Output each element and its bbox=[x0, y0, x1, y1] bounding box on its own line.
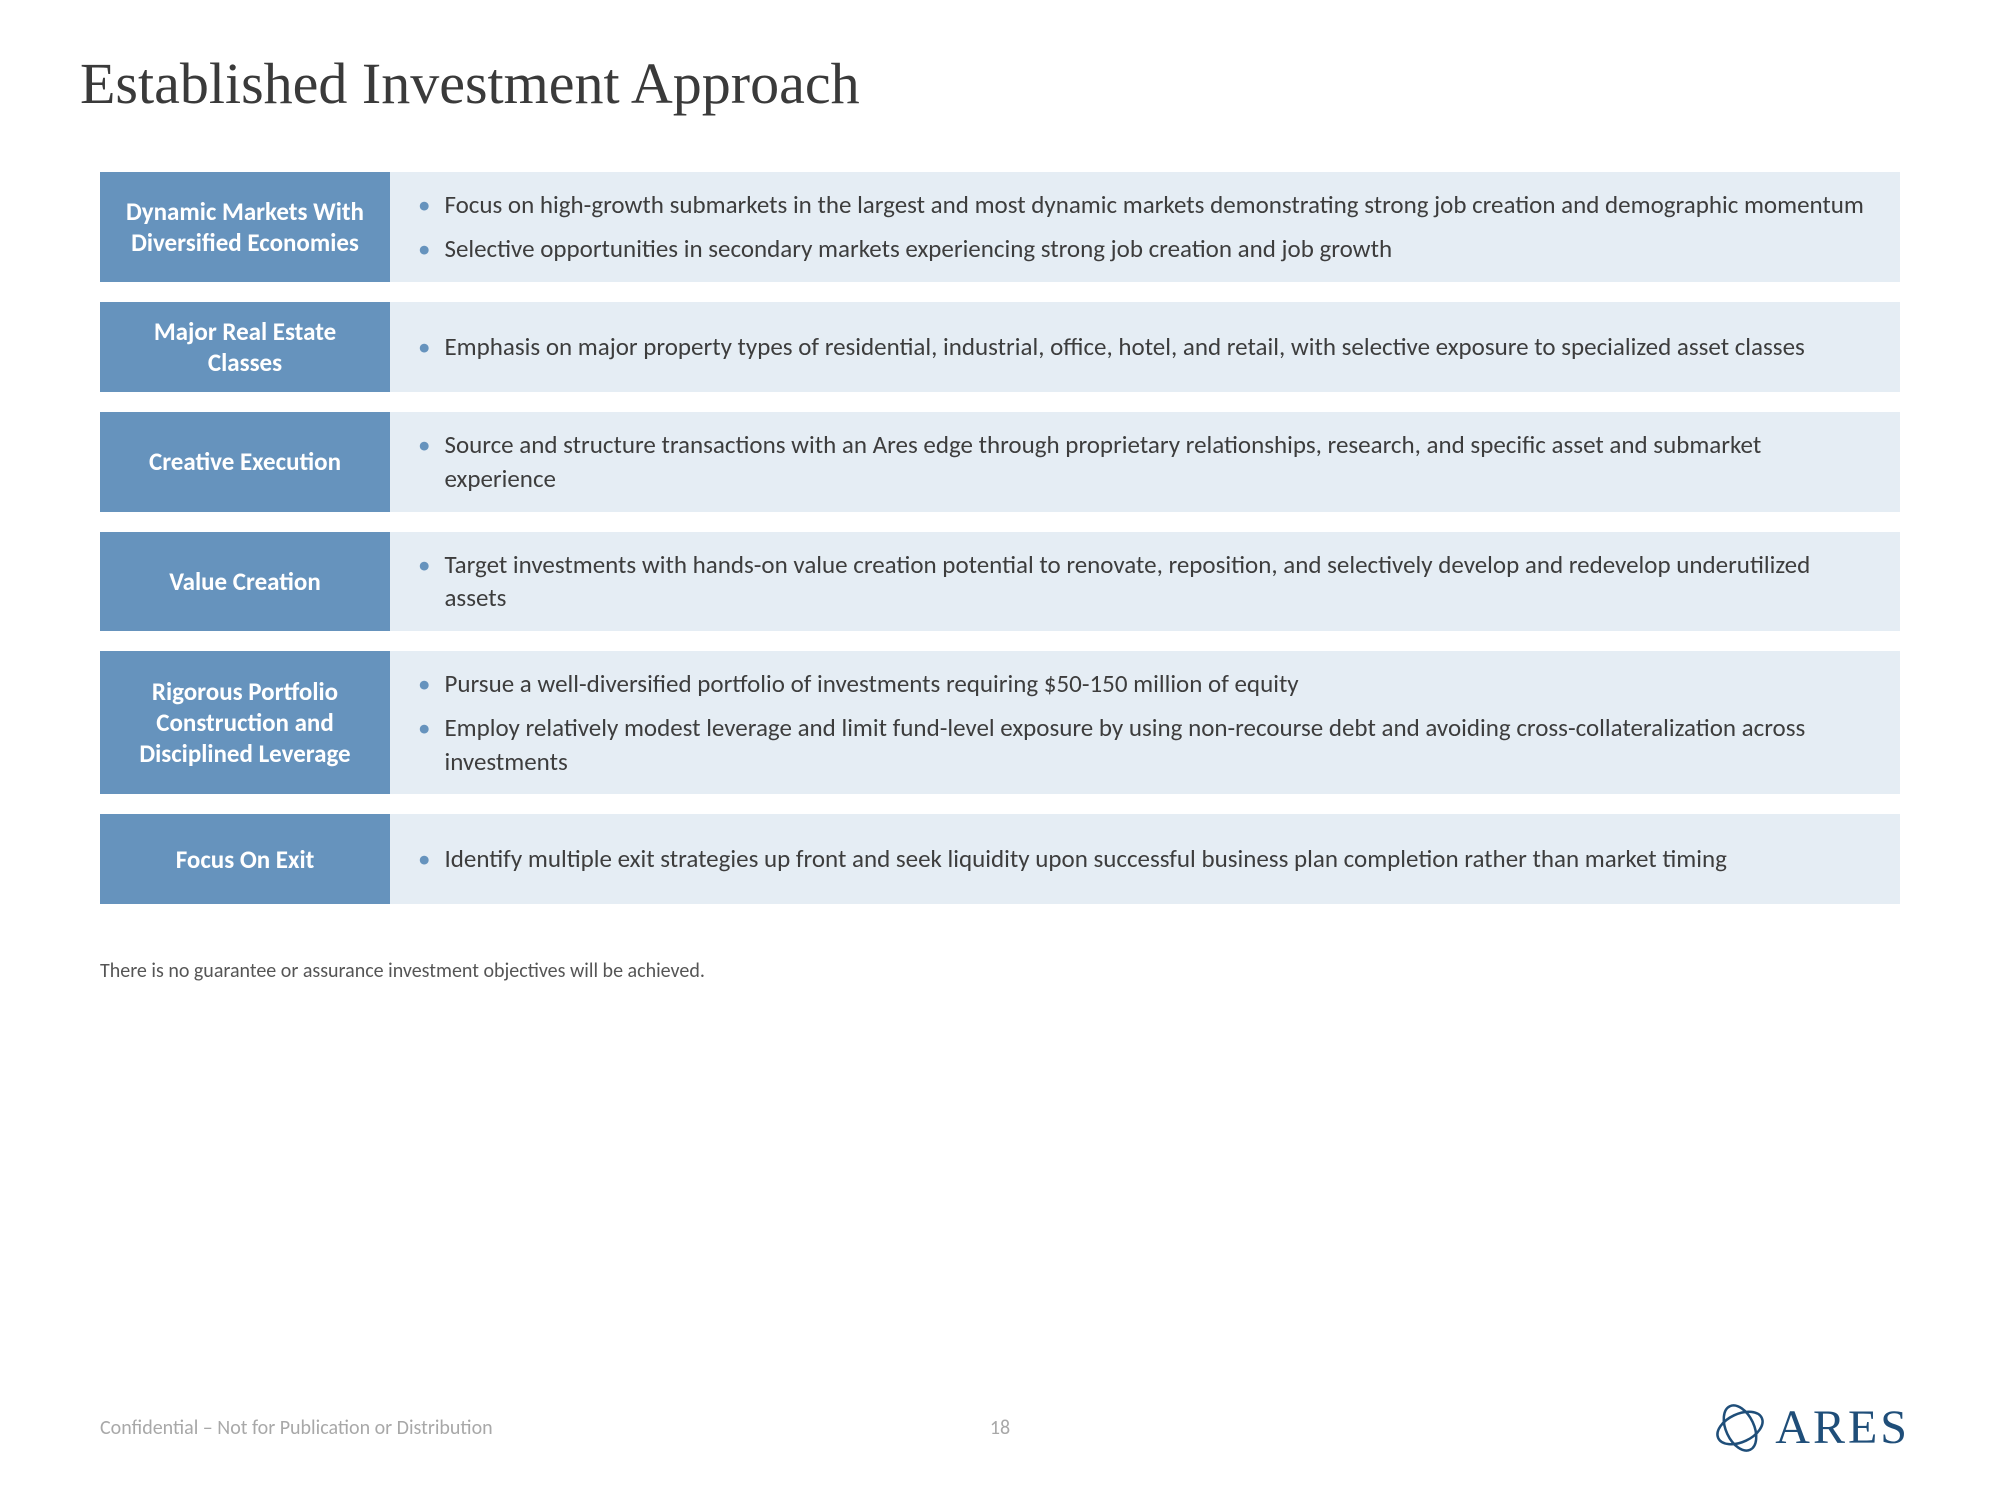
bullet-text: Employ relatively modest leverage and li… bbox=[444, 711, 1872, 779]
row-body: • Identify multiple exit strategies up fr… bbox=[390, 814, 1900, 904]
row-label: Focus On Exit bbox=[100, 814, 390, 904]
bullet-dot-icon: • bbox=[418, 232, 430, 266]
bullet-text: Focus on high-growth submarkets in the l… bbox=[444, 188, 1863, 222]
row-label: Value Creation bbox=[100, 532, 390, 632]
bullet-line: • Focus on high-growth submarkets in the … bbox=[400, 188, 1872, 222]
row-body: • Pursue a well-diversified portfolio of … bbox=[390, 651, 1900, 794]
logo-orbit-icon bbox=[1713, 1401, 1767, 1455]
bullet-line: • Emphasis on major property types of res… bbox=[400, 330, 1872, 364]
approach-row: Major Real Estate Classes • Emphasis on ma… bbox=[100, 302, 1900, 393]
row-label: Major Real Estate Classes bbox=[100, 302, 390, 393]
disclaimer-text: There is no guarantee or assurance inves… bbox=[100, 959, 1920, 983]
page-title: Established Investment Approach bbox=[80, 50, 1920, 117]
row-body: • Source and structure transactions with … bbox=[390, 412, 1900, 512]
bullet-dot-icon: • bbox=[418, 667, 430, 701]
row-label: Dynamic Markets With Diversified Economi… bbox=[100, 172, 390, 282]
bullet-text: Emphasis on major property types of resi… bbox=[444, 330, 1804, 364]
logo: ARES bbox=[1713, 1400, 1910, 1455]
bullet-line: • Identify multiple exit strategies up fr… bbox=[400, 842, 1872, 876]
approach-row: Dynamic Markets With Diversified Economi… bbox=[100, 172, 1900, 282]
logo-text: ARES bbox=[1775, 1400, 1910, 1455]
bullet-dot-icon: • bbox=[418, 188, 430, 222]
approach-row: Value Creation • Target investments with h… bbox=[100, 532, 1900, 632]
row-label: Rigorous Portfolio Construction and Disc… bbox=[100, 651, 390, 794]
page-number: 18 bbox=[990, 1416, 1010, 1440]
bullet-text: Identify multiple exit strategies up fro… bbox=[444, 842, 1726, 876]
bullet-dot-icon: • bbox=[418, 842, 430, 876]
row-body: • Emphasis on major property types of res… bbox=[390, 302, 1900, 393]
bullet-line: • Source and structure transactions with … bbox=[400, 428, 1872, 496]
bullet-dot-icon: • bbox=[418, 428, 430, 462]
bullet-line: • Target investments with hands-on value … bbox=[400, 548, 1872, 616]
row-body: • Focus on high-growth submarkets in the … bbox=[390, 172, 1900, 282]
approach-rows: Dynamic Markets With Diversified Economi… bbox=[100, 172, 1900, 904]
approach-row: Focus On Exit • Identify multiple exit str… bbox=[100, 814, 1900, 904]
bullet-dot-icon: • bbox=[418, 330, 430, 364]
bullet-line: • Employ relatively modest leverage and l… bbox=[400, 711, 1872, 779]
row-body: • Target investments with hands-on value … bbox=[390, 532, 1900, 632]
bullet-dot-icon: • bbox=[418, 711, 430, 745]
bullet-line: • Selective opportunities in secondary ma… bbox=[400, 232, 1872, 266]
row-label: Creative Execution bbox=[100, 412, 390, 512]
approach-row: Rigorous Portfolio Construction and Disc… bbox=[100, 651, 1900, 794]
bullet-text: Pursue a well-diversified portfolio of i… bbox=[444, 667, 1298, 701]
bullet-line: • Pursue a well-diversified portfolio of … bbox=[400, 667, 1872, 701]
bullet-text: Selective opportunities in secondary mar… bbox=[444, 232, 1392, 266]
bullet-text: Target investments with hands-on value c… bbox=[444, 548, 1872, 616]
approach-row: Creative Execution • Source and structure … bbox=[100, 412, 1900, 512]
bullet-dot-icon: • bbox=[418, 548, 430, 582]
bullet-text: Source and structure transactions with a… bbox=[444, 428, 1872, 496]
footer-text: Confidential – Not for Publication or Di… bbox=[100, 1416, 493, 1440]
